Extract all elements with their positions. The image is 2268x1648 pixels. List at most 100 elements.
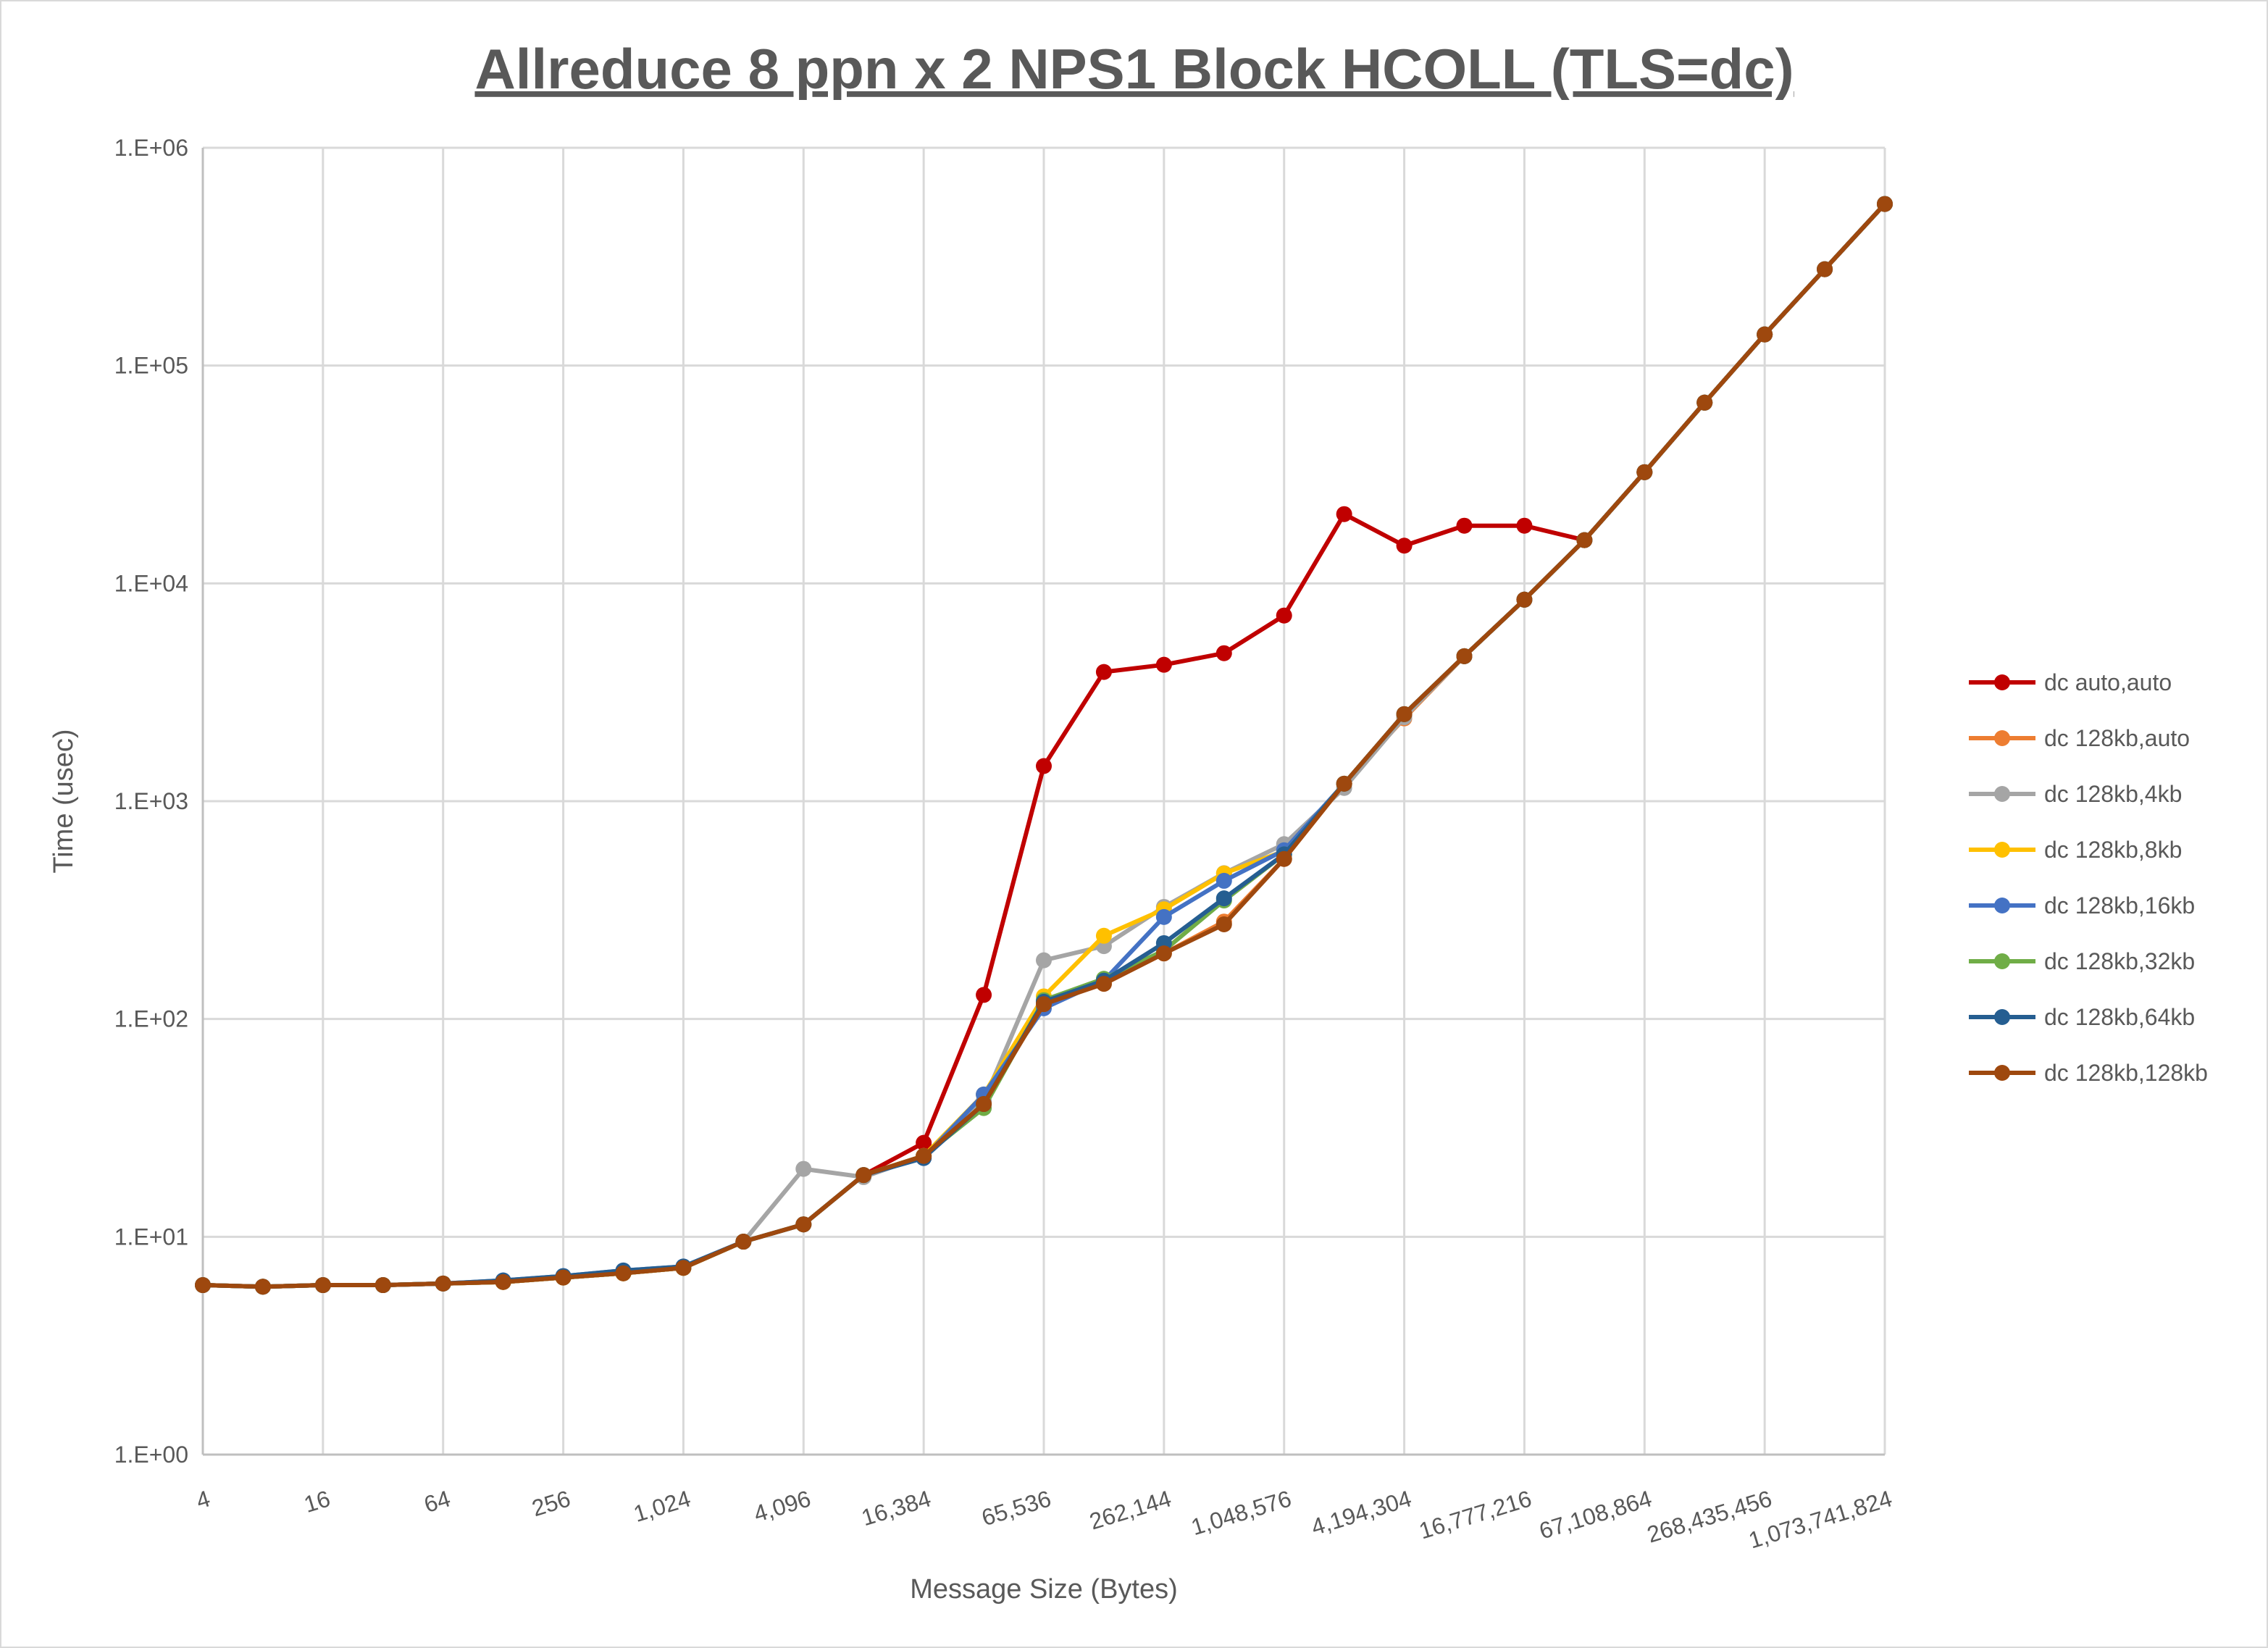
legend: dc auto,auto dc 128kb,auto dc 128kb,4kb dc … [1969, 669, 2208, 1086]
x-tick-label: 16 [301, 1485, 333, 1518]
y-axis-label: Time (usec) [49, 729, 79, 873]
legend-item: dc 128kb,128kb [1969, 1060, 2208, 1086]
data-point [1215, 916, 1232, 933]
data-point [1516, 591, 1533, 608]
data-point [795, 1160, 812, 1177]
data-point [675, 1260, 692, 1276]
y-tick-label: 1.E+05 [114, 353, 188, 379]
data-point [314, 1277, 331, 1294]
data-point [735, 1234, 752, 1250]
data-point [1336, 506, 1352, 522]
series-dc-128kb-128kb [195, 196, 1893, 1295]
data-point [1215, 645, 1232, 661]
legend-marker [1994, 730, 2010, 746]
y-tick-label: 1.E+06 [114, 135, 188, 161]
data-point [495, 1273, 511, 1290]
data-point [615, 1265, 632, 1281]
x-tick-label: 16,777,216 [1416, 1485, 1535, 1544]
legend-marker [1994, 1065, 2010, 1081]
legend-label: dc 128kb,8kb [2044, 837, 2182, 863]
x-tick-label: 1,024 [630, 1485, 693, 1527]
legend-item: dc 128kb,8kb [1969, 837, 2182, 863]
data-point [976, 1096, 992, 1113]
legend-marker [1994, 953, 2010, 969]
y-tick-label: 1.E+01 [114, 1224, 188, 1250]
x-axis-label: Message Size (Bytes) [910, 1574, 1178, 1605]
data-point [1036, 996, 1052, 1013]
data-point [1636, 464, 1653, 480]
data-point [254, 1279, 271, 1295]
y-tick-label: 1.E+04 [114, 570, 188, 596]
gridlines [201, 146, 1886, 1456]
data-point [1336, 775, 1352, 792]
legend-marker [1994, 898, 2010, 913]
legend-item: dc 128kb,16kb [1969, 892, 2195, 919]
y-tick-labels: 1.E+00 1.E+01 1.E+02 1.E+03 1.E+04 1.E+05 1.E+… [114, 135, 188, 1468]
data-point [916, 1134, 932, 1151]
x-tick-label: 4,096 [750, 1485, 813, 1527]
data-point [1276, 850, 1292, 867]
x-tick-label: 65,536 [979, 1485, 1054, 1531]
legend-marker [1994, 674, 2010, 690]
legend-label: dc 128kb,16kb [2044, 892, 2195, 919]
data-point [1276, 607, 1292, 624]
x-tick-label: 4 [193, 1485, 214, 1514]
legend-item: dc 128kb,4kb [1969, 781, 2182, 807]
data-point [1095, 664, 1112, 680]
data-point [1817, 261, 1833, 277]
data-point [855, 1167, 872, 1184]
legend-label: dc 128kb,auto [2044, 725, 2190, 751]
legend-item: dc 128kb,32kb [1969, 948, 2195, 974]
data-point [1877, 196, 1893, 212]
data-point [1095, 976, 1112, 992]
data-point [1155, 656, 1172, 673]
data-point [1155, 908, 1172, 925]
x-tick-label: 67,108,864 [1536, 1485, 1655, 1544]
x-tick-label: 262,144 [1087, 1485, 1174, 1534]
data-point [1696, 394, 1713, 411]
data-point [916, 1147, 932, 1164]
data-point [1155, 945, 1172, 962]
data-point [195, 1277, 211, 1294]
legend-label: dc auto,auto [2044, 669, 2172, 695]
legend-label: dc 128kb,4kb [2044, 781, 2182, 807]
legend-item: dc auto,auto [1969, 669, 2172, 695]
data-point [1095, 927, 1112, 944]
data-point [1215, 890, 1232, 907]
legend-label: dc 128kb,32kb [2044, 948, 2195, 974]
legend-marker [1994, 1009, 2010, 1025]
chart-title: Allreduce 8 ppn x 2 NPS1 Block HCOLL (TL… [474, 37, 1794, 101]
x-tick-label: 64 [421, 1485, 453, 1518]
legend-label: dc 128kb,128kb [2044, 1060, 2208, 1086]
legend-item: dc 128kb,64kb [1969, 1004, 2195, 1030]
data-point [1396, 706, 1413, 722]
x-tick-label: 16,384 [858, 1485, 934, 1531]
data-point [374, 1277, 391, 1294]
data-point [1036, 952, 1052, 969]
data-point [555, 1269, 572, 1286]
data-point [795, 1216, 812, 1233]
series-group [195, 196, 1893, 1295]
data-point [1456, 517, 1473, 534]
y-tick-label: 1.E+02 [114, 1006, 188, 1032]
y-tick-label: 1.E+03 [114, 788, 188, 814]
legend-marker [1994, 842, 2010, 858]
data-point [435, 1275, 451, 1292]
data-point [1516, 517, 1533, 534]
data-point [1396, 538, 1413, 554]
y-tick-label: 1.E+00 [114, 1442, 188, 1468]
data-point [1036, 758, 1052, 774]
data-point [1456, 648, 1473, 664]
legend-label: dc 128kb,64kb [2044, 1004, 2195, 1030]
x-tick-label: 256 [529, 1485, 574, 1521]
data-point [976, 987, 992, 1003]
legend-marker [1994, 786, 2010, 802]
data-point [1757, 326, 1773, 343]
x-tick-label: 4,194,304 [1308, 1485, 1415, 1540]
legend-item: dc 128kb,auto [1969, 725, 2190, 751]
x-tick-labels: 4 16 64 256 1,024 4,096 16,384 65,536 262,144 1,0… [193, 1485, 1896, 1553]
data-point [1215, 872, 1232, 889]
data-point [1576, 532, 1593, 548]
